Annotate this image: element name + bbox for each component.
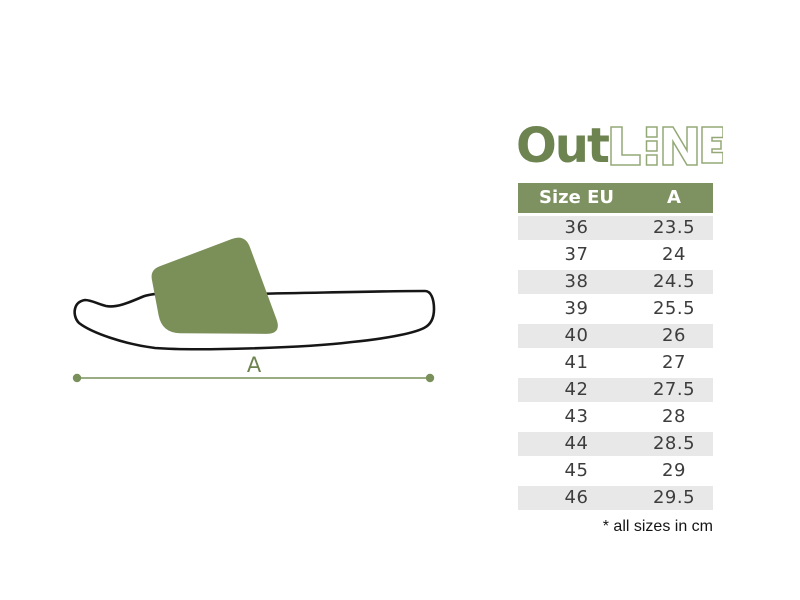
measurement-cell: 29.5 (652, 487, 696, 508)
header-a: A (667, 187, 681, 208)
table-row: 40 26 (518, 324, 713, 348)
size-cell: 41 (564, 352, 589, 373)
measurement-cell: 24.5 (652, 271, 696, 292)
table-row: 45 29 (518, 459, 713, 483)
outline-letter-e (701, 126, 723, 164)
outline-letter-i-mid (645, 140, 658, 152)
size-table-header: Size EU A (518, 183, 713, 213)
measurement-cell: 27 (662, 352, 686, 373)
size-cell: 38 (564, 271, 589, 292)
measurement-cell: 27.5 (652, 379, 696, 400)
table-row: 36 23.5 (518, 216, 713, 240)
size-cell: 36 (564, 217, 589, 238)
header-size-eu: Size EU (539, 187, 614, 208)
measurement-cell: 29 (662, 460, 686, 481)
size-cell: 45 (564, 460, 589, 481)
size-cell: 43 (564, 406, 589, 427)
table-row: 38 24.5 (518, 270, 713, 294)
table-row: 37 24 (518, 243, 713, 267)
strap-shape (151, 237, 278, 334)
dimension-endpoint-right (425, 373, 435, 383)
table-row: 42 27.5 (518, 378, 713, 402)
dimension-label-a: A (247, 353, 262, 377)
table-row: 44 28.5 (518, 432, 713, 456)
size-cell: 39 (564, 298, 589, 319)
table-row: 39 25.5 (518, 297, 713, 321)
table-row: 41 27 (518, 351, 713, 375)
size-cell: 46 (564, 487, 589, 508)
outline-letter-l (610, 126, 641, 166)
measurement-cell: 28 (662, 406, 686, 427)
table-row: 43 28 (518, 405, 713, 429)
brand-wordmark-solid: Out (516, 118, 610, 174)
size-table-body: 36 23.5 37 24 38 24.5 39 25.5 40 26 41 2… (518, 216, 713, 510)
sandal-diagram: A (72, 237, 436, 383)
size-cell: 44 (564, 433, 589, 454)
measurement-cell: 28.5 (652, 433, 696, 454)
brand-wordmark-outline (610, 126, 723, 166)
table-row: 46 29.5 (518, 486, 713, 510)
size-cell: 40 (564, 325, 589, 346)
outline-letter-i-bot (645, 154, 658, 166)
size-cell: 37 (564, 244, 589, 265)
measurement-cell: 26 (662, 325, 686, 346)
dimension-line-group: A (72, 353, 435, 383)
measurement-cell: 24 (662, 244, 686, 265)
measurement-cell: 23.5 (652, 217, 696, 238)
outline-letter-n (662, 126, 698, 166)
measurement-cell: 25.5 (652, 298, 696, 319)
size-cell: 42 (564, 379, 589, 400)
outline-letter-i-top (645, 126, 658, 138)
units-footnote: * all sizes in cm (602, 518, 713, 535)
dimension-endpoint-left (72, 373, 82, 383)
size-table: Size EU A 36 23.5 37 24 38 24.5 39 25.5 … (518, 183, 713, 513)
brand-logo: Out (516, 118, 723, 174)
